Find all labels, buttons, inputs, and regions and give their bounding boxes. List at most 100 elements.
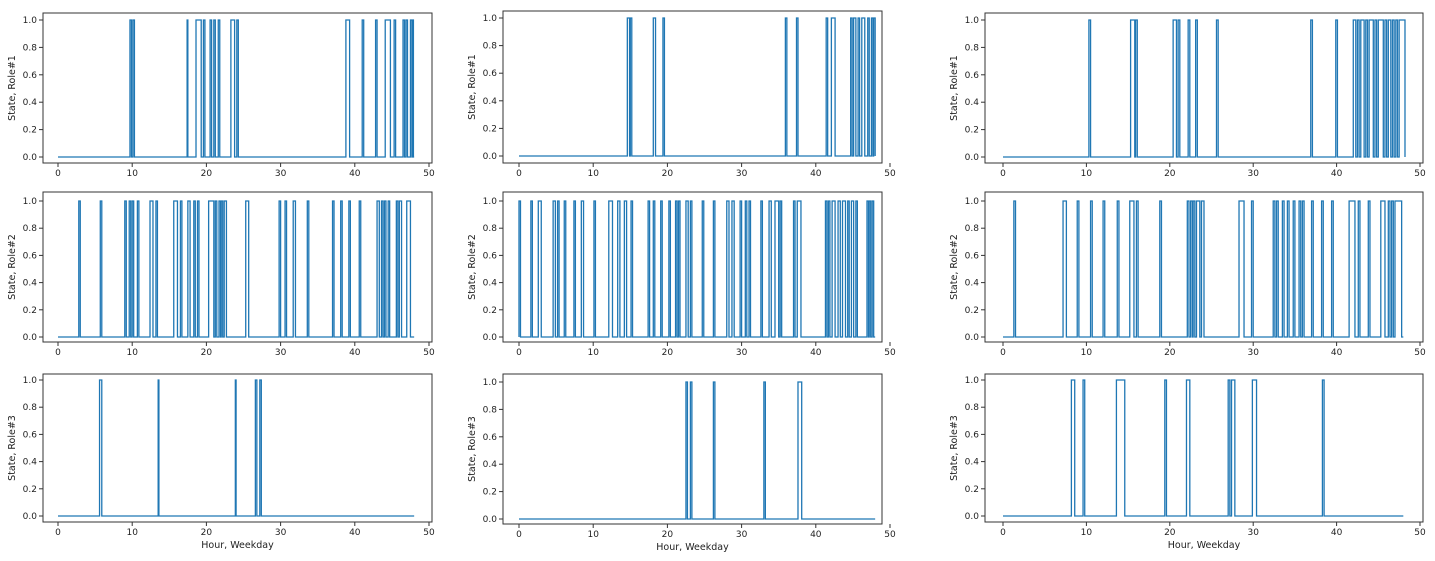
x-tick-label: 0 — [1000, 528, 1006, 538]
x-tick-label: 20 — [1164, 169, 1176, 179]
x-tick-label: 10 — [1081, 169, 1093, 179]
y-axis-label: State, Role#2 — [949, 234, 960, 300]
series-line-1 — [519, 381, 876, 520]
x-tick-label: 10 — [587, 530, 599, 540]
y-tick-label: 0.8 — [483, 405, 498, 415]
x-tick-label: 40 — [349, 528, 361, 538]
y-tick-label: 0.4 — [965, 279, 980, 289]
x-axis-label: Hour, Weekday — [1168, 540, 1241, 551]
y-tick-label: 0.6 — [23, 251, 38, 261]
y-tick-label: 0.6 — [23, 430, 38, 440]
x-tick-label: 0 — [516, 169, 522, 179]
y-tick-label: 0.4 — [23, 458, 38, 468]
series-line-1 — [1003, 19, 1406, 158]
x-tick-label: 20 — [201, 169, 213, 179]
y-axis-label: State, Role#1 — [467, 54, 478, 120]
y-tick-label: 0.4 — [23, 279, 38, 289]
x-tick-label: 20 — [201, 528, 213, 538]
x-tick-label: 30 — [1247, 348, 1259, 358]
y-tick-label: 0.2 — [23, 126, 37, 136]
x-tick-label: 50 — [1414, 528, 1426, 538]
y-tick-label: 0.8 — [483, 42, 498, 52]
x-tick-label: 10 — [126, 169, 138, 179]
x-tick-label: 30 — [736, 348, 748, 358]
x-tick-label: 0 — [516, 530, 522, 540]
y-axis-label: State, Role#3 — [467, 416, 478, 482]
y-tick-label: 1.0 — [23, 16, 38, 26]
x-tick-label: 10 — [1081, 528, 1093, 538]
x-tick-label: 50 — [423, 169, 435, 179]
y-axis-label: State, Role#3 — [7, 415, 18, 481]
x-tick-label: 20 — [201, 348, 213, 358]
axes-frame — [502, 10, 883, 164]
x-tick-label: 40 — [810, 530, 822, 540]
y-tick-label: 0.0 — [965, 153, 980, 163]
x-tick-label: 30 — [1247, 169, 1259, 179]
x-axis-label: Hour, Weekday — [656, 542, 729, 553]
y-tick-label: 1.0 — [483, 378, 498, 388]
axes-frame — [502, 191, 883, 343]
y-tick-label: 0.0 — [23, 153, 38, 163]
y-tick-label: 0.0 — [483, 515, 498, 525]
y-tick-label: 0.2 — [965, 485, 979, 495]
y-tick-label: 0.6 — [483, 433, 498, 443]
series-line-1 — [519, 17, 876, 157]
x-tick-label: 10 — [126, 528, 138, 538]
x-tick-label: 0 — [55, 348, 61, 358]
x-tick-label: 40 — [1331, 169, 1343, 179]
y-tick-label: 0.8 — [483, 224, 498, 234]
y-tick-label: 0.4 — [965, 98, 980, 108]
y-tick-label: 0.8 — [965, 403, 980, 413]
y-tick-label: 0.8 — [23, 403, 38, 413]
x-tick-label: 0 — [1000, 169, 1006, 179]
axes-frame — [42, 373, 433, 523]
y-tick-label: 1.0 — [483, 197, 498, 207]
x-tick-label: 10 — [1081, 348, 1093, 358]
x-tick-label: 0 — [1000, 348, 1006, 358]
x-tick-label: 30 — [736, 169, 748, 179]
x-tick-label: 50 — [884, 530, 896, 540]
x-tick-label: 0 — [55, 169, 61, 179]
y-tick-label: 0.2 — [483, 488, 497, 498]
x-tick-label: 30 — [275, 528, 287, 538]
y-tick-label: 0.0 — [483, 152, 498, 162]
y-tick-label: 1.0 — [483, 14, 498, 24]
x-tick-label: 20 — [662, 530, 674, 540]
y-tick-label: 0.0 — [965, 512, 980, 522]
x-tick-label: 50 — [884, 169, 896, 179]
y-axis-label: State, Role#1 — [7, 55, 18, 121]
axes-frame — [984, 373, 1424, 523]
axes-frame — [984, 191, 1424, 343]
x-tick-label: 40 — [810, 348, 822, 358]
axes-frame — [984, 12, 1424, 164]
axes-frame — [42, 191, 433, 343]
x-tick-label: 0 — [55, 528, 61, 538]
y-tick-label: 0.0 — [23, 512, 38, 522]
x-tick-label: 50 — [1414, 348, 1426, 358]
y-tick-label: 0.6 — [965, 251, 980, 261]
series-line-1 — [1003, 379, 1404, 517]
x-tick-label: 20 — [662, 169, 674, 179]
x-tick-label: 30 — [275, 348, 287, 358]
x-tick-label: 40 — [349, 348, 361, 358]
y-tick-label: 0.2 — [23, 485, 37, 495]
y-tick-label: 0.6 — [965, 430, 980, 440]
x-tick-label: 30 — [1247, 528, 1259, 538]
y-tick-label: 0.8 — [23, 224, 38, 234]
x-tick-label: 40 — [810, 169, 822, 179]
y-tick-label: 0.6 — [965, 71, 980, 81]
y-tick-label: 0.2 — [965, 306, 979, 316]
x-tick-label: 0 — [516, 348, 522, 358]
y-tick-label: 0.2 — [23, 306, 37, 316]
series-line-1 — [518, 200, 876, 338]
axes-frame — [502, 373, 883, 525]
x-tick-label: 20 — [1164, 528, 1176, 538]
